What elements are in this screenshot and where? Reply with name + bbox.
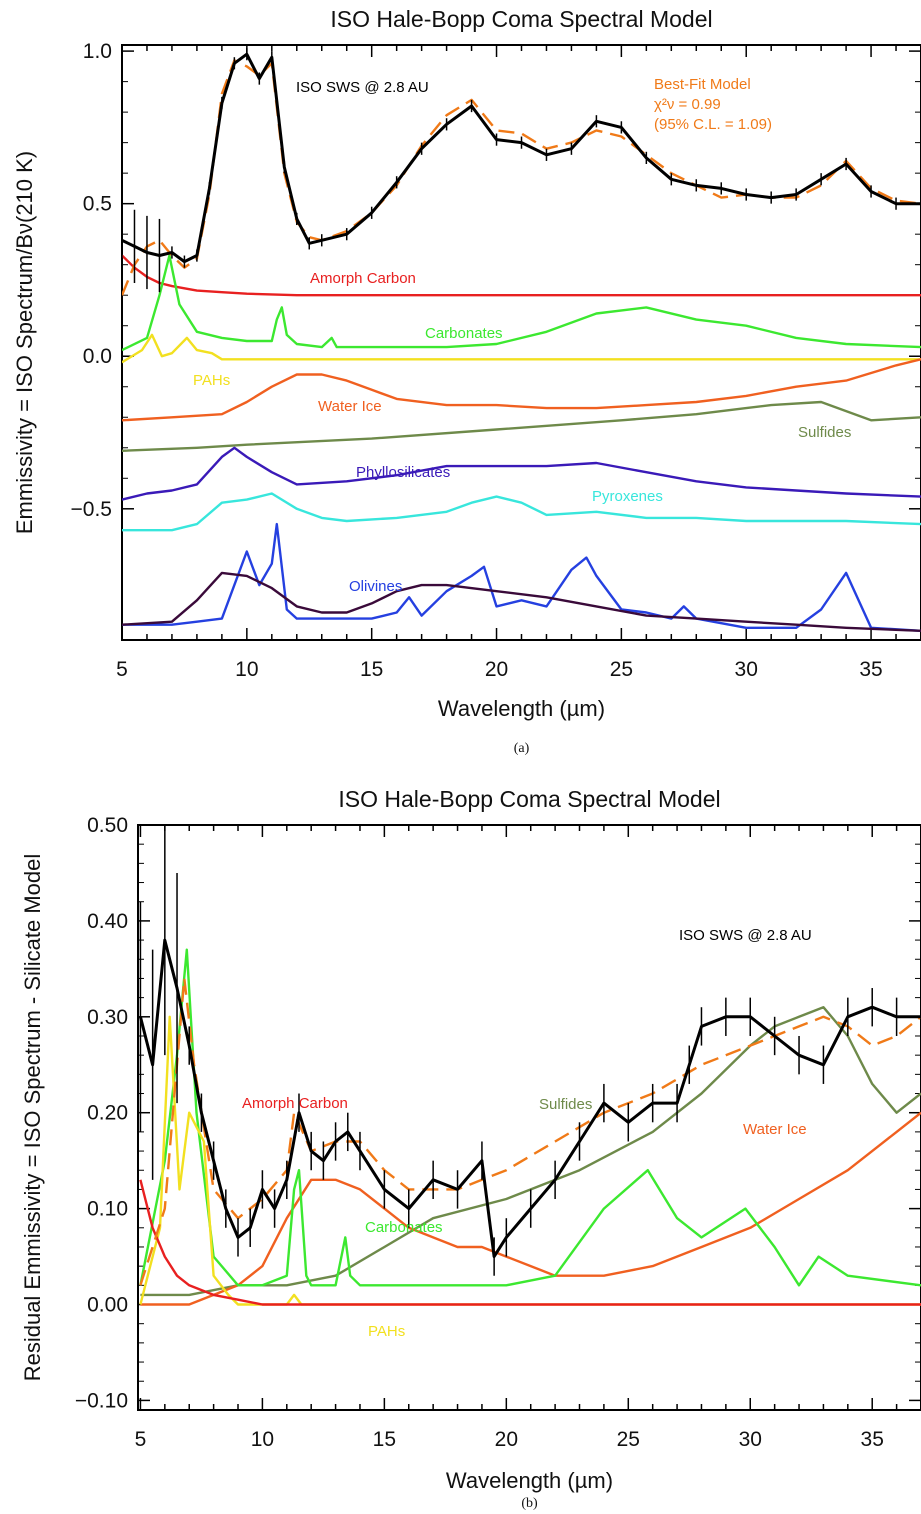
chart-title: ISO Hale-Bopp Coma Spectral Model — [338, 786, 720, 812]
series-line-amorph-carbon — [122, 254, 921, 297]
y-tick-label: 0.40 — [87, 910, 128, 933]
x-tick-label: 10 — [235, 658, 258, 681]
x-tick-label: 5 — [116, 658, 128, 681]
chart-title: ISO Hale-Bopp Coma Spectral Model — [330, 6, 712, 32]
series-line-water-ice — [122, 358, 921, 422]
legend-text: Best-Fit Model — [654, 76, 751, 93]
series-label: Amorph Carbon — [242, 1095, 348, 1112]
x-tick-label: 10 — [251, 1428, 274, 1451]
chart-panel-b: ISO Hale-Bopp Coma Spectral Model 5 10 15 20… — [20, 786, 921, 1511]
x-axis-label: Wavelength (µm) — [438, 696, 605, 721]
plot-area — [122, 48, 921, 632]
series-label: Sulfides — [539, 1096, 592, 1113]
y-tick-label: 0.20 — [87, 1102, 128, 1125]
y-axis-label: Residual Emmissivity = ISO Spectrum - Si… — [20, 854, 45, 1382]
series-line-carbonates — [122, 254, 921, 352]
data-series-label: ISO SWS @ 2.8 AU — [296, 79, 429, 96]
series-line-sulfides — [140, 1006, 921, 1297]
series-label: Pyroxenes — [592, 488, 663, 505]
y-axis-label: Emmissivity = ISO Spectrum/Bν(210 K) — [12, 151, 37, 534]
y-tick-label: 0.0 — [83, 345, 112, 368]
figure-caption: (a) — [514, 741, 530, 756]
y-tick-label: 0.00 — [87, 1294, 128, 1317]
series-label: Water Ice — [318, 398, 382, 415]
series-line-pahs — [122, 333, 921, 364]
x-tick-label: 20 — [485, 658, 508, 681]
series-label: PAHs — [368, 1323, 405, 1340]
x-tick-label: 25 — [610, 658, 633, 681]
y-tick-label: −0.5 — [71, 498, 112, 521]
series-label: Water Ice — [743, 1121, 807, 1138]
y-tick-label: 0.30 — [87, 1006, 128, 1029]
plot-area — [138, 825, 921, 1306]
series-line-sulfides — [122, 400, 921, 452]
chart-panel-a: ISO Hale-Bopp Coma Spectral Model 5 10 15 20… — [12, 6, 921, 756]
x-tick-label: 5 — [135, 1428, 147, 1451]
series-line-water-ice — [140, 1111, 921, 1306]
series-label: Sulfides — [798, 424, 851, 441]
series-label: Carbonates — [425, 325, 503, 342]
x-tick-label: 30 — [735, 658, 758, 681]
series-line-iso-sws-2-8-au — [122, 52, 921, 264]
series-line-carbonates — [139, 948, 921, 1287]
x-tick-label: 25 — [617, 1428, 640, 1451]
x-tick-label: 35 — [861, 1428, 884, 1451]
y-tick-label: 0.5 — [83, 193, 112, 216]
series-label: PAHs — [193, 372, 230, 389]
y-tick-label: −0.10 — [75, 1389, 128, 1412]
y-tick-label: 0.50 — [87, 814, 128, 837]
series-line-olivines — [122, 522, 921, 632]
series-line-iso-sws-2-8-au — [138, 938, 921, 1259]
series-line-phyllosilicates — [122, 446, 921, 501]
x-axis-label: Wavelength (µm) — [446, 1468, 613, 1493]
figure-caption: (b) — [521, 1496, 538, 1511]
series-line-amorph-carbon — [139, 1179, 921, 1306]
series-label: Olivines — [349, 578, 402, 595]
plot-frame — [137, 824, 921, 1411]
x-tick-label: 20 — [495, 1428, 518, 1451]
series-line-component — [122, 571, 921, 632]
data-series-label: ISO SWS @ 2.8 AU — [679, 927, 812, 944]
x-tick-label: 30 — [739, 1428, 762, 1451]
series-line-best-fit-model — [122, 59, 921, 296]
series-label: Carbonates — [365, 1219, 443, 1236]
x-tick-label: 15 — [360, 658, 383, 681]
plot-frame — [121, 44, 921, 641]
x-tick-label: 15 — [373, 1428, 396, 1451]
legend-text: χ²ν = 0.99 — [654, 96, 721, 113]
series-label: Amorph Carbon — [310, 270, 416, 287]
series-line-pahs — [139, 1015, 921, 1306]
series-label: Phyllosilicates — [356, 464, 450, 481]
y-tick-label: 0.10 — [87, 1198, 128, 1221]
series-line-pyroxenes — [122, 492, 921, 532]
y-tick-label: 1.0 — [83, 40, 112, 63]
legend-text: (95% C.L. = 1.09) — [654, 116, 772, 133]
x-tick-label: 35 — [859, 658, 882, 681]
